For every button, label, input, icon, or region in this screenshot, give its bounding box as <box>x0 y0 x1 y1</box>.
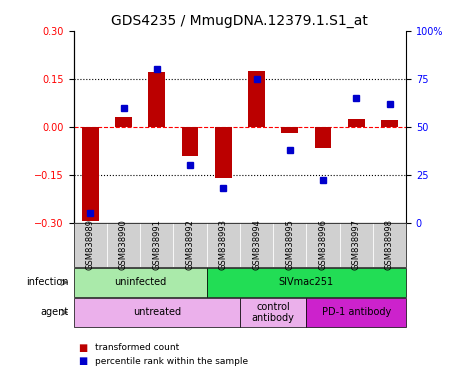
Bar <box>381 120 398 127</box>
Text: GSM838990: GSM838990 <box>119 219 128 270</box>
Bar <box>181 127 199 156</box>
Text: GSM838996: GSM838996 <box>319 219 327 270</box>
Text: agent: agent <box>41 307 69 318</box>
Title: GDS4235 / MmugDNA.12379.1.S1_at: GDS4235 / MmugDNA.12379.1.S1_at <box>112 14 368 28</box>
Bar <box>215 127 232 178</box>
Bar <box>148 72 165 127</box>
Text: GSM838992: GSM838992 <box>186 219 194 270</box>
Text: GSM838997: GSM838997 <box>352 219 361 270</box>
Bar <box>348 119 365 127</box>
Text: GSM838991: GSM838991 <box>152 219 161 270</box>
Text: transformed count: transformed count <box>95 343 179 353</box>
Text: ■: ■ <box>78 343 87 353</box>
Text: GSM838998: GSM838998 <box>385 219 394 270</box>
Text: GSM838994: GSM838994 <box>252 219 261 270</box>
Text: GSM838989: GSM838989 <box>86 219 95 270</box>
Bar <box>82 127 99 221</box>
Text: untreated: untreated <box>133 307 181 318</box>
Bar <box>314 127 332 147</box>
Text: percentile rank within the sample: percentile rank within the sample <box>95 357 248 366</box>
Text: ■: ■ <box>78 356 87 366</box>
Bar <box>281 127 298 133</box>
Text: infection: infection <box>27 277 69 288</box>
Text: PD-1 antibody: PD-1 antibody <box>322 307 391 318</box>
Text: GSM838993: GSM838993 <box>219 219 228 270</box>
Bar <box>248 71 265 127</box>
Text: control
antibody: control antibody <box>252 301 294 323</box>
Bar <box>115 117 132 127</box>
Text: SIVmac251: SIVmac251 <box>279 277 334 288</box>
Text: GSM838995: GSM838995 <box>285 219 294 270</box>
Text: uninfected: uninfected <box>114 277 166 288</box>
